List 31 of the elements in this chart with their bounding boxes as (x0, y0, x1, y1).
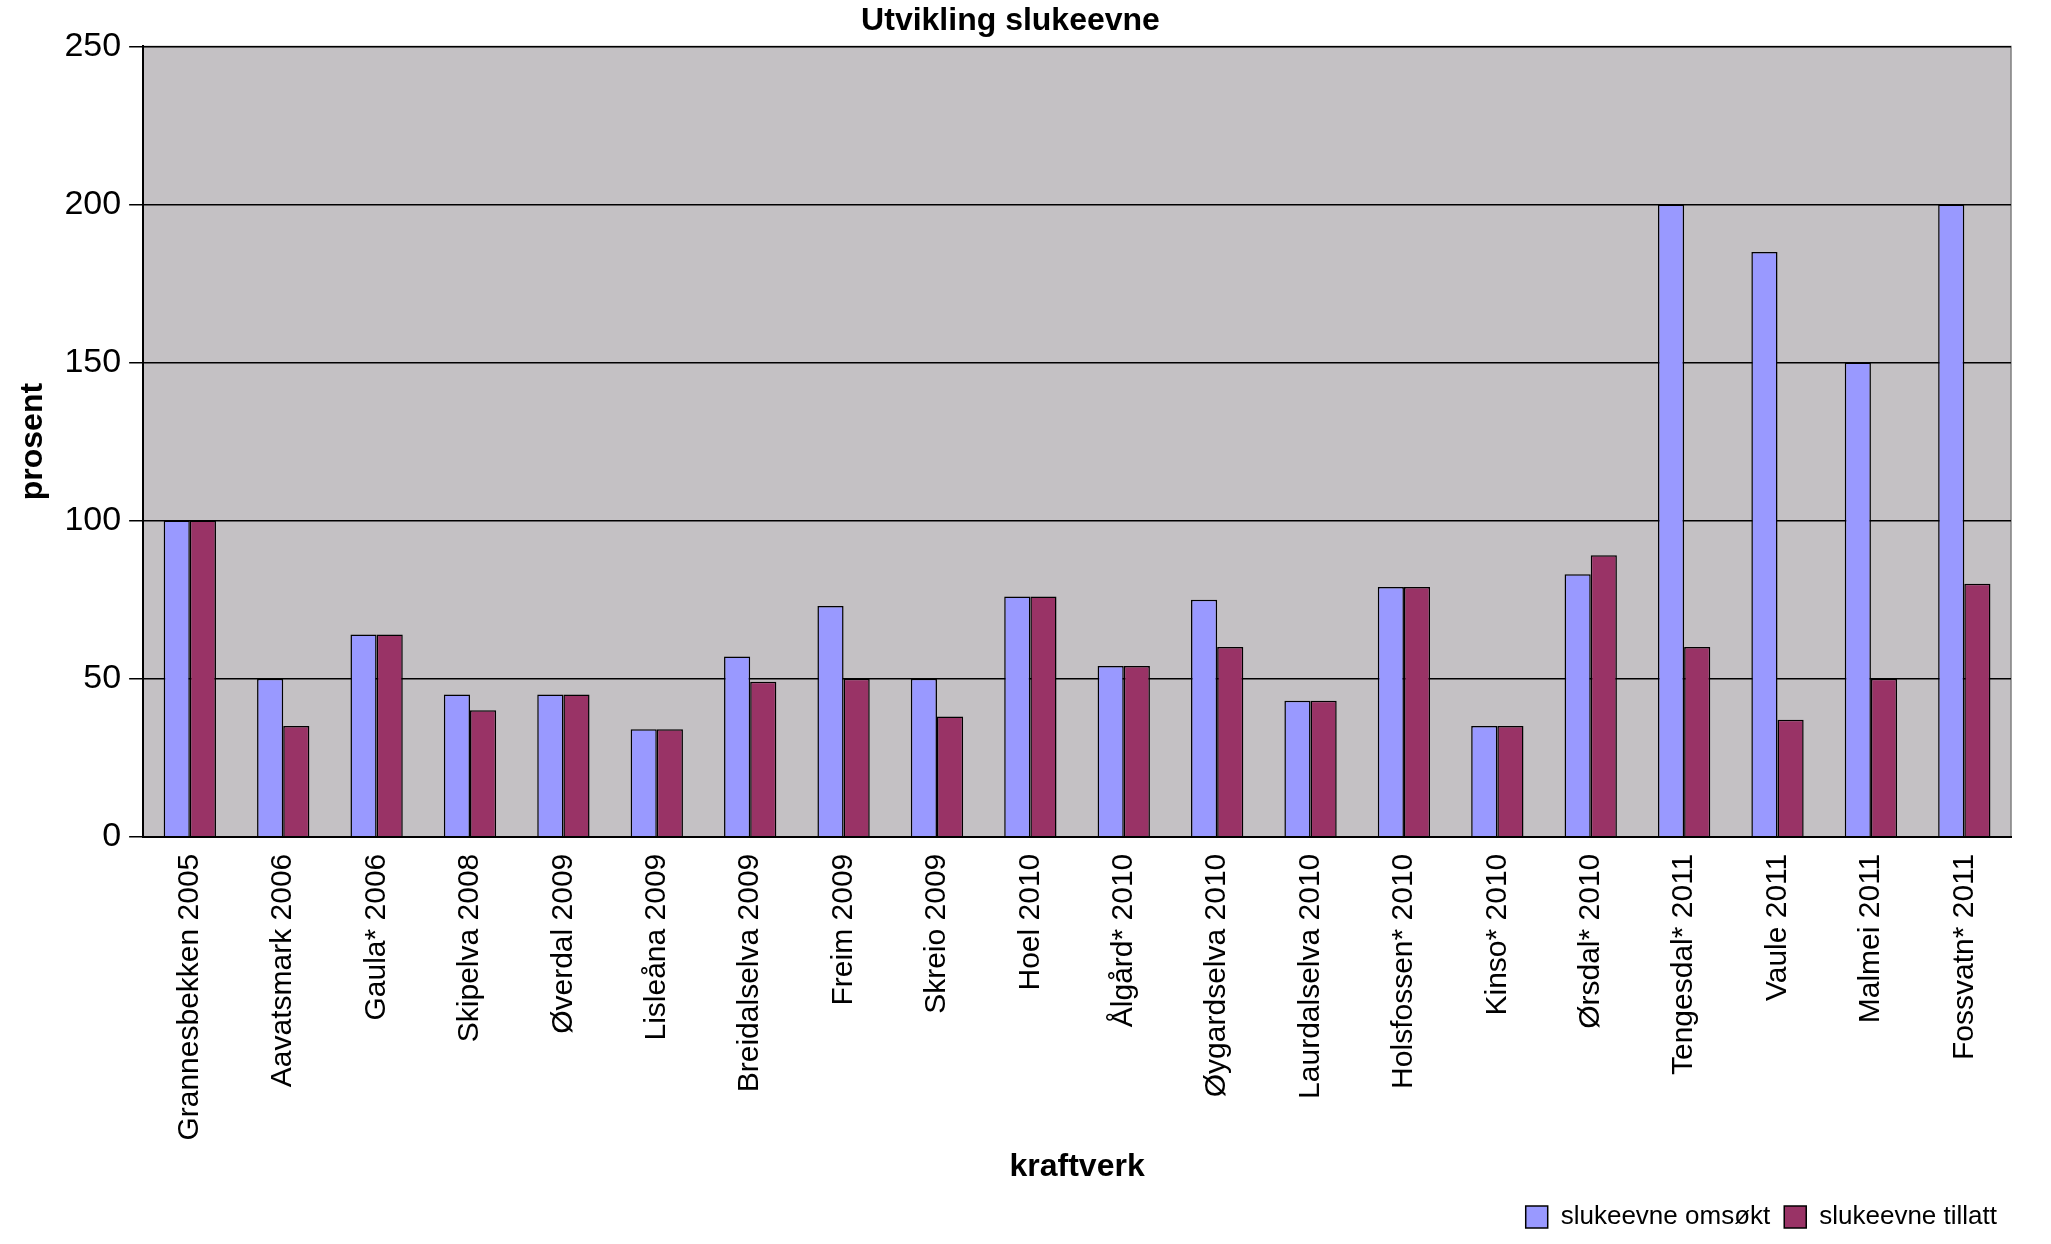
y-tick-label: 50 (83, 657, 122, 696)
x-tick-label: Ålgård* 2010 (1105, 853, 1139, 1028)
y-tick-label: 100 (64, 498, 122, 537)
x-tick-label: Øygardselva 2010 (1198, 853, 1232, 1098)
x-tick-label: Lisleåna 2009 (638, 853, 672, 1041)
x-tick-label: Laurdalselva 2010 (1291, 853, 1325, 1099)
x-tick-label: Holsfossen* 2010 (1385, 853, 1419, 1089)
legend-label: slukeevne omsøkt (1560, 1200, 1772, 1231)
y-tick-label: 0 (102, 815, 122, 854)
y-tick-label: 150 (64, 340, 122, 379)
x-tick-label: Grannesbekken 2005 (171, 853, 205, 1141)
x-tick-label: Skipelva 2008 (451, 853, 485, 1043)
x-tick-label: Breidalselva 2009 (731, 853, 765, 1093)
x-tick-label: Kinso* 2010 (1478, 853, 1512, 1016)
x-axis-title: kraftverk (1009, 1146, 1145, 1183)
x-tick-label: Tengesdal* 2011 (1665, 853, 1699, 1076)
x-tick-label: Freim 2009 (824, 853, 858, 1006)
x-tick-label: Ørsdal* 2010 (1571, 853, 1605, 1029)
x-tick-label: Hoel 2010 (1011, 853, 1045, 991)
x-tick-label: Aavatsmark 2006 (264, 853, 298, 1088)
y-axis-title: prosent (13, 382, 50, 501)
x-tick-label: Fossvatn* 2011 (1945, 853, 1979, 1060)
y-tick-label: 200 (64, 182, 122, 221)
x-tick-label: Skreio 2009 (918, 853, 952, 1014)
x-tick-label: Gaula* 2006 (357, 853, 391, 1021)
x-tick-label: Vaule 2011 (1758, 853, 1792, 1002)
chart-title: Utvikling slukeevne (861, 1, 1160, 38)
x-tick-label: Malmei 2011 (1852, 853, 1886, 1024)
legend-label: slukeevne tillatt (1819, 1200, 1998, 1231)
x-tick-label: Øverdal 2009 (544, 853, 578, 1034)
y-tick-label: 250 (64, 24, 122, 63)
